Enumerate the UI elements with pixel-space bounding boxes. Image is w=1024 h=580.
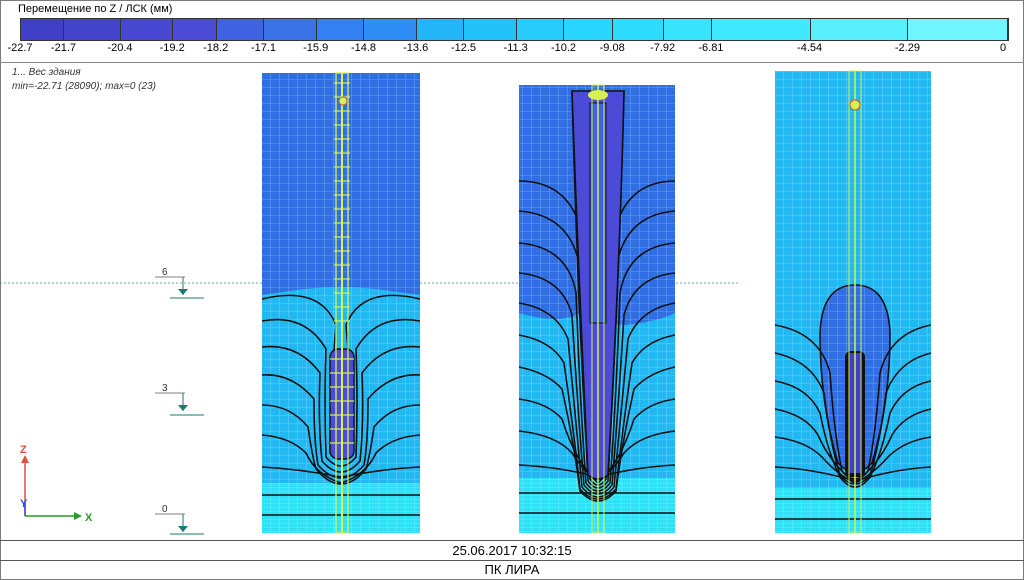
level-marker-6: 6 — [155, 267, 204, 299]
color-scale-segment — [416, 19, 465, 40]
color-scale-tick-label: -18.2 — [203, 42, 229, 54]
color-scale-segment — [810, 19, 909, 40]
color-scale-tick-label: -19.2 — [159, 42, 185, 54]
color-scale-segment — [216, 19, 265, 40]
color-scale-tick-label: -22.7 — [7, 42, 33, 54]
color-scale-segment — [21, 19, 65, 40]
z-axis-label: Z — [20, 444, 27, 456]
color-scale-segment — [464, 19, 517, 40]
color-scale-tick-label: 0 — [999, 42, 1007, 54]
color-scale-tick-label: -13.6 — [403, 42, 429, 54]
svg-text:6: 6 — [162, 267, 168, 278]
color-scale-segment — [564, 19, 614, 40]
color-scale-tick-label: -15.9 — [303, 42, 329, 54]
color-scale-segment — [908, 19, 1008, 40]
color-scale-tick-label: -14.8 — [350, 42, 377, 54]
pile-1-rings — [330, 82, 354, 444]
color-scale-segment — [316, 19, 365, 40]
color-scale-ticks: -22.7 -21.7 -20.4 -19.2 -18.2 -17.1 -15.9 -14.8… — [0, 42, 1024, 56]
color-scale-segment — [120, 19, 174, 40]
color-scale-segment — [173, 19, 217, 40]
color-scale-tick-label: -2.29 — [894, 42, 920, 54]
model-1[interactable] — [261, 72, 421, 534]
legend-title: Перемещение по Z / ЛСК (мм) — [18, 3, 173, 15]
timestamp-row: 25.06.2017 10:32:15 — [0, 540, 1024, 561]
color-scale-tick-label: -12.5 — [450, 42, 477, 54]
level-marker-3: 3 — [155, 383, 204, 416]
svg-text:3: 3 — [162, 383, 168, 394]
model-2[interactable] — [518, 84, 676, 534]
model-view[interactable]: 6 3 0 Z X Y — [0, 63, 1024, 539]
color-scale-tick-label: -6.81 — [698, 42, 724, 54]
color-scale-segment — [613, 19, 664, 40]
model-3[interactable] — [774, 70, 932, 534]
color-scale-segment — [264, 19, 317, 40]
color-scale-tick-label: -20.4 — [107, 42, 133, 54]
color-scale-segment — [711, 19, 811, 40]
color-scale-segment — [516, 19, 565, 40]
color-scale-segment — [364, 19, 417, 40]
color-scale-tick-label: -10.2 — [550, 42, 577, 54]
x-axis-label: X — [85, 512, 93, 524]
axis-triad: Z X Y — [20, 444, 93, 524]
min-max-label: min=-22.71 (28090); max=0 (23) — [12, 81, 156, 92]
timestamp: 25.06.2017 10:32:15 — [452, 543, 572, 558]
color-scale-segment — [663, 19, 712, 40]
product-row: ПК ЛИРА — [0, 560, 1024, 579]
color-scale-segment — [64, 19, 121, 40]
color-scale-tick-label: -4.54 — [797, 42, 823, 54]
level-marker-0: 0 — [155, 504, 204, 535]
color-scale-tick-label: -7.92 — [650, 42, 676, 54]
color-scale-tick-label: -11.3 — [503, 42, 528, 54]
product-name: ПК ЛИРА — [484, 562, 540, 577]
color-scale-tick-label: -17.1 — [250, 42, 277, 54]
color-scale-tick-label: -9.08 — [599, 42, 625, 54]
load-case-title: 1... Вес здания — [12, 67, 81, 78]
svg-text:0: 0 — [162, 504, 168, 515]
color-scale-tick-label: -21.7 — [50, 42, 77, 54]
legend-separator — [0, 62, 1024, 63]
y-axis-label: Y — [20, 498, 28, 510]
color-scale-bar — [20, 18, 1009, 41]
